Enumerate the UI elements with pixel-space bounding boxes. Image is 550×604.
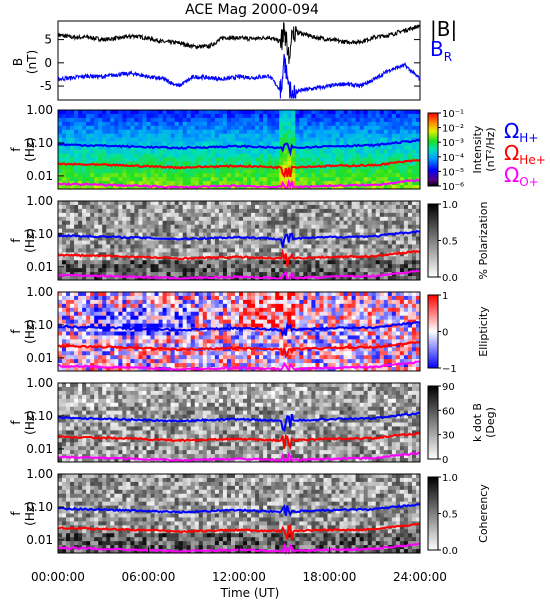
freq-y-tick-label: 1.00 xyxy=(26,285,53,299)
legend-b-r-sub: R xyxy=(444,50,452,64)
b-y-tick-label: -5 xyxy=(40,79,52,93)
spectrogram-intensity xyxy=(58,110,420,189)
colorbar-tick-label: 10⁻² xyxy=(442,124,464,135)
spectrogram-polarization xyxy=(58,201,420,280)
spectrogram-kdotb xyxy=(58,383,420,462)
colorbar-tick-label: 90 xyxy=(442,382,455,393)
freq-ylabel-bottom: (Hz) xyxy=(23,319,37,344)
colorbar-label: Coherency xyxy=(477,484,490,543)
freq-ylabel-bottom: (Hz) xyxy=(23,228,37,253)
x-tick-label: 12:00:00 xyxy=(212,570,266,584)
b-total-line xyxy=(58,22,420,64)
x-tick-label: 18:00:00 xyxy=(303,570,357,584)
b-y-tick-label: 5 xyxy=(44,33,52,47)
colorbar-tick-label: 10⁻⁵ xyxy=(442,167,464,178)
colorbar-label: k dot B xyxy=(471,403,484,442)
spectrogram-ellipticity xyxy=(58,292,420,371)
legend-omega-h-sub: H+ xyxy=(519,131,538,145)
x-tick-label: 24:00:00 xyxy=(393,570,447,584)
freq-y-tick-label: 0.01 xyxy=(26,351,53,365)
colorbar-ellipticity xyxy=(428,295,438,368)
colorbar-tick-label: 10⁻⁶ xyxy=(442,182,464,193)
colorbar-tick-label: 0 xyxy=(442,328,448,339)
colorbar-unit: (nT²/Hz) xyxy=(484,127,497,171)
b-series-group xyxy=(58,22,420,98)
legend-b-r: BR xyxy=(430,37,452,64)
panel-intensity: 1.000.100.01f(Hz)10⁻¹10⁻²10⁻³10⁻⁴10⁻⁵10⁻… xyxy=(9,103,497,193)
colorbar-kdotb xyxy=(428,386,438,459)
colorbar-tick-label: 10⁻¹ xyxy=(442,109,464,120)
legend-b-r-main: B xyxy=(430,37,444,61)
colorbar-unit: (Deg) xyxy=(484,407,497,438)
freq-ylabel-bottom: (Hz) xyxy=(23,410,37,435)
colorbar-coherency xyxy=(428,477,438,550)
panel-polarization: 1.000.100.01f(Hz)1.00.50.0% Polarization xyxy=(9,194,490,284)
freq-y-tick-label: 0.01 xyxy=(26,533,53,547)
freq-ylabel-top: f xyxy=(9,329,23,334)
colorbar-polarization xyxy=(428,204,438,277)
b-ylabel-bottom: (nT) xyxy=(25,50,39,74)
colorbar-label: Ellipticity xyxy=(477,306,490,357)
freq-ylabel-top: f xyxy=(9,238,23,243)
colorbar-label: Intensity xyxy=(471,125,484,173)
legend-omega-o-sub: O+ xyxy=(519,175,539,189)
legend-omega-he-main: Ω xyxy=(504,141,519,165)
legend-omega-he-sub: He+ xyxy=(519,153,545,167)
x-tick-label: 06:00:00 xyxy=(122,570,176,584)
colorbar-tick-label: 0.0 xyxy=(442,546,458,557)
freq-y-tick-label: 1.00 xyxy=(26,376,53,390)
colorbar-tick-label: 0 xyxy=(442,455,448,466)
x-tick-label: 00:00:00 xyxy=(31,570,85,584)
legend-omega-o-main: Ω xyxy=(504,163,519,187)
freq-ylabel-bottom: (Hz) xyxy=(23,137,37,162)
colorbar-tick-label: 1 xyxy=(442,291,448,302)
freq-y-tick-label: 1.00 xyxy=(26,467,53,481)
colorbar-tick-label: 0.5 xyxy=(442,510,458,521)
colorbar-tick-label: 10⁻⁴ xyxy=(442,153,464,164)
colorbar-tick-label: 0.0 xyxy=(442,273,458,284)
freq-y-tick-label: 0.01 xyxy=(26,442,53,456)
b-r-line xyxy=(58,54,420,99)
chart-title: ACE Mag 2000-094 xyxy=(185,2,319,18)
freq-y-tick-label: 1.00 xyxy=(26,103,53,117)
freq-y-tick-label: 0.01 xyxy=(26,169,53,183)
colorbar-tick-label: 60 xyxy=(442,406,455,417)
freq-y-tick-label: 0.01 xyxy=(26,260,53,274)
freq-y-tick-label: 1.00 xyxy=(26,194,53,208)
colorbar-label: % Polarization xyxy=(477,202,490,280)
colorbar-tick-label: 1.0 xyxy=(442,200,458,211)
colorbar-tick-label: 30 xyxy=(442,431,455,442)
colorbar-tick-label: 1.0 xyxy=(442,473,458,484)
colorbar-intensity xyxy=(428,113,438,186)
b-panel-frame xyxy=(58,21,420,100)
freq-ylabel-top: f xyxy=(9,147,23,152)
freq-ylabel-top: f xyxy=(9,511,23,516)
freq-ylabel-bottom: (Hz) xyxy=(23,501,37,526)
b-ylabel-top: B xyxy=(11,58,25,66)
b-field-panel: 50-5 B (nT) |B| BR xyxy=(11,17,457,100)
b-y-tick-label: 0 xyxy=(44,56,52,70)
spectrogram-panels: 1.000.100.01f(Hz)10⁻¹10⁻²10⁻³10⁻⁴10⁻⁵10⁻… xyxy=(9,103,497,557)
colorbar-tick-label: −1 xyxy=(442,364,457,375)
x-axis-label: Time (UT) xyxy=(220,586,280,600)
ion-legend: ΩH+ ΩHe+ ΩO+ xyxy=(504,119,546,189)
legend-omega-h-main: Ω xyxy=(504,119,519,143)
colorbar-tick-label: 10⁻³ xyxy=(442,138,464,149)
colorbar-tick-label: 0.5 xyxy=(442,237,458,248)
freq-ylabel-top: f xyxy=(9,420,23,425)
spectrogram-coherency xyxy=(58,474,420,553)
